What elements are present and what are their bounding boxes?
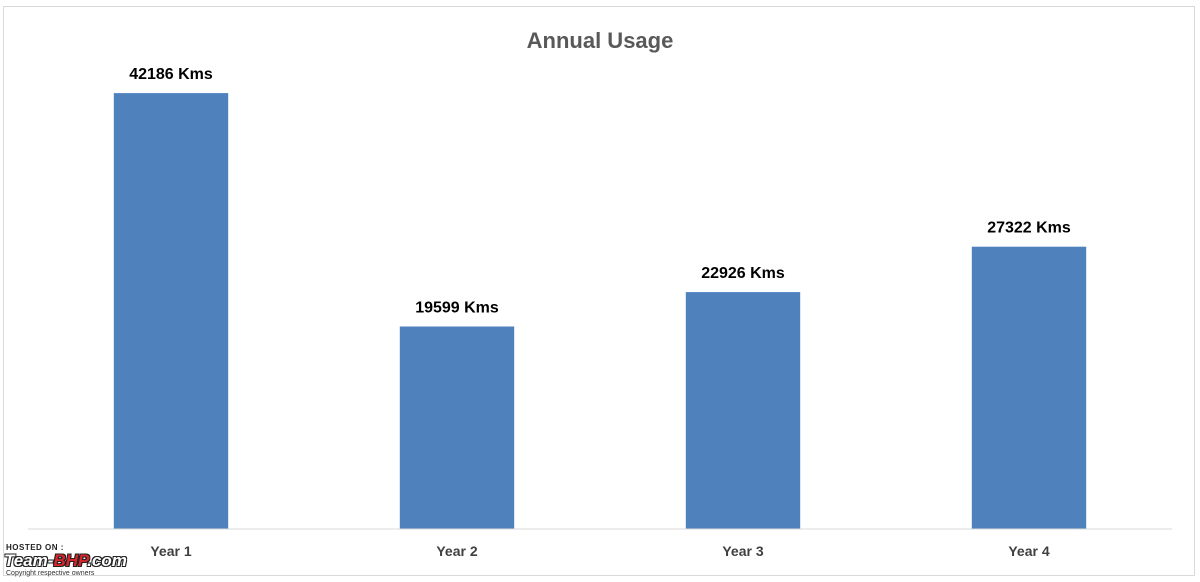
data-label-3: 22926 Kms	[701, 265, 785, 282]
data-label-4: 27322 Kms	[987, 220, 1071, 237]
x-tick-label-1: Year 1	[150, 543, 191, 559]
watermark-hosted-text: HOSTED ON :	[6, 543, 64, 552]
chart-title: Annual Usage	[527, 28, 674, 53]
watermark-copyright: Copyright respective owners	[6, 570, 95, 577]
data-label-2: 19599 Kms	[415, 300, 499, 317]
watermark-brand-prefix: Team-	[4, 551, 54, 570]
watermark-brand: Team-BHP.com	[4, 551, 127, 571]
watermark-brand-suffix: .com	[87, 551, 127, 570]
x-tick-label-4: Year 4	[1008, 543, 1049, 559]
bar-3	[685, 292, 801, 529]
data-label-1: 42186 Kms	[129, 66, 213, 83]
x-tick-labels-layer: Year 1 Year 2 Year 3 Year 4	[150, 543, 1049, 559]
data-labels-layer: 42186 Kms 19599 Kms 22926 Kms 27322 Kms	[129, 66, 1071, 316]
watermark-logo: HOSTED ON : Team-BHP.com Copyright respe…	[4, 543, 189, 579]
x-tick-label-2: Year 2	[436, 543, 477, 559]
bar-2	[399, 326, 515, 529]
bar-1	[113, 93, 229, 529]
bar-4	[971, 246, 1087, 529]
x-tick-label-3: Year 3	[722, 543, 763, 559]
watermark-brand-accent: BHP	[53, 551, 88, 570]
bars-layer	[113, 93, 1087, 529]
